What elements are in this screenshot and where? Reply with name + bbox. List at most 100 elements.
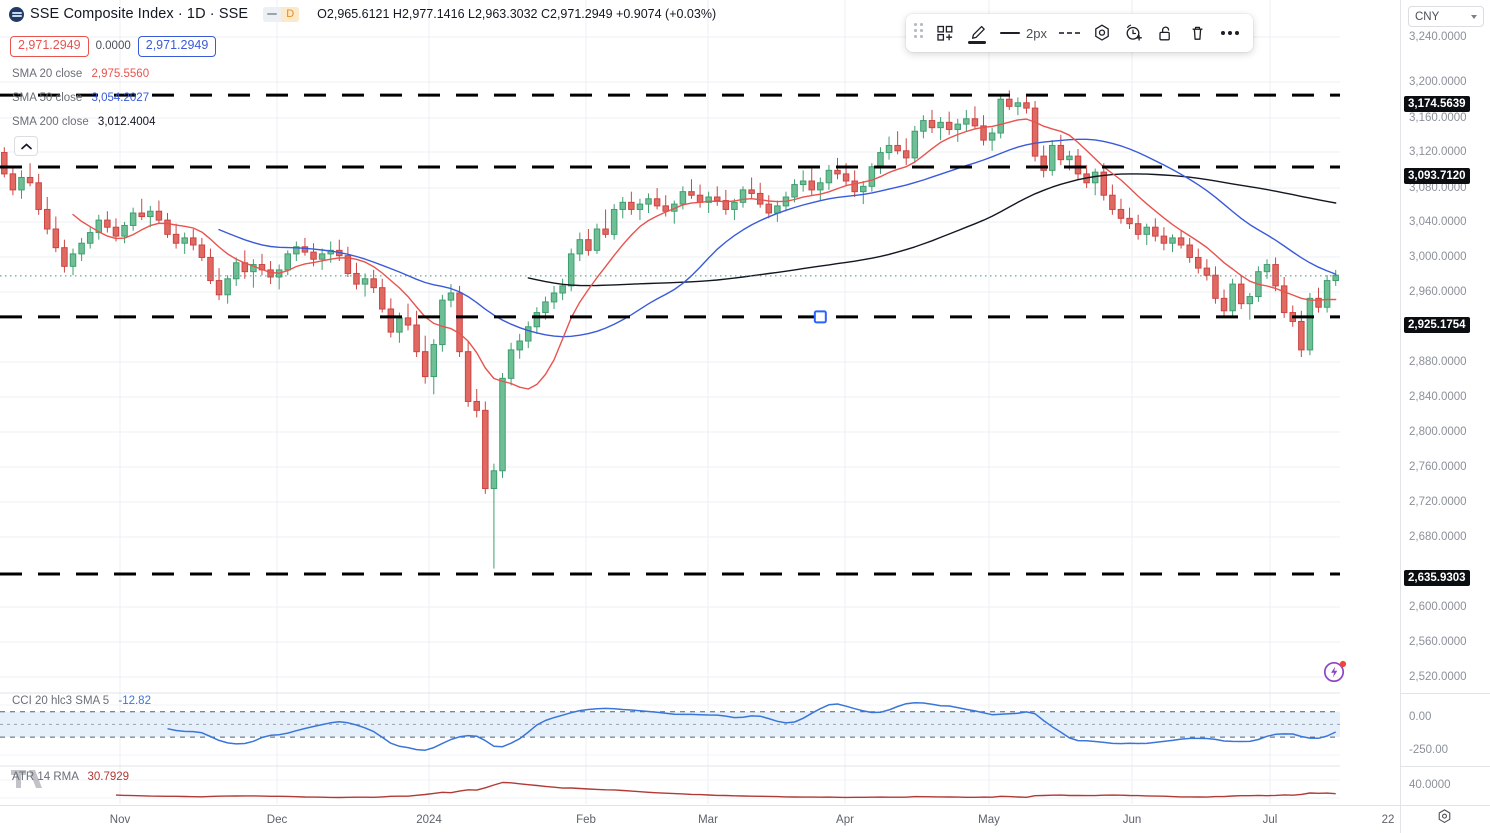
templates-button[interactable] [930, 18, 960, 48]
legend-sma-20[interactable]: SMA 20 close 2,975.5560 [12, 68, 149, 80]
drawing-anchor-handle[interactable] [813, 310, 827, 324]
axis-divider [1401, 805, 1490, 806]
legend-sma-20-label: SMA 20 close [12, 68, 83, 80]
time-tick: 22 [1381, 814, 1395, 826]
price-tick: 2,560.0000 [1409, 636, 1467, 648]
pen-color-button[interactable] [962, 18, 992, 48]
price-tick: -250.00 [1409, 744, 1449, 756]
axis-divider [1401, 693, 1490, 694]
price-level-label[interactable]: 2,635.9303 [1404, 570, 1470, 586]
legend-sma-200-label: SMA 200 close [12, 116, 89, 128]
lock-icon [1159, 26, 1171, 40]
price-tick: 2,520.0000 [1409, 671, 1467, 683]
legend-atr-value: 30.7929 [87, 771, 130, 783]
price-level-label[interactable]: 3,174.5639 [1404, 96, 1470, 112]
price-tick: 2,720.0000 [1409, 496, 1467, 508]
legend-sma-50[interactable]: SMA 50 close 3,054.2027 [12, 92, 149, 104]
atr-line [115, 781, 1336, 799]
templates-icon [936, 25, 952, 41]
settings-button[interactable] [1087, 18, 1117, 48]
currency-label: CNY [1415, 10, 1440, 23]
chevron-down-icon [1471, 14, 1477, 19]
price-level-label[interactable]: 3,093.7120 [1404, 168, 1470, 184]
currency-selector[interactable]: CNY [1408, 6, 1484, 27]
price-tick: 2,760.0000 [1409, 461, 1467, 473]
price-tick: 2,880.0000 [1409, 356, 1467, 368]
candlestick-series[interactable] [1, 90, 1339, 569]
pen-color-swatch [968, 40, 986, 44]
sma-200-line [527, 173, 1337, 287]
exchange-logo-icon [9, 6, 24, 22]
price-tick: 3,160.0000 [1409, 112, 1467, 124]
line-width-icon [1000, 31, 1020, 35]
legend-sma-200[interactable]: SMA 200 close 3,012.4004 [12, 116, 155, 128]
price-tick: 2,800.0000 [1409, 426, 1467, 438]
tradingview-logo-watermark [11, 770, 42, 788]
price-tick: 3,200.0000 [1409, 76, 1467, 88]
price-pill-middle: 0.0000 [95, 40, 131, 53]
trash-icon [1193, 26, 1203, 40]
price-tick: 0.00 [1409, 711, 1432, 723]
drag-handle-icon[interactable] [914, 23, 926, 43]
price-tick: 3,240.0000 [1409, 31, 1467, 43]
time-tick: Nov [109, 814, 131, 826]
alert-button[interactable] [1119, 18, 1149, 48]
time-tick: Mar [698, 814, 718, 826]
chart-header: SSE Composite Index · 1D · SSE D O2,965.… [0, 0, 1400, 28]
price-tick: 3,000.0000 [1409, 251, 1467, 263]
price-pill-row: 2,971.2949 0.0000 2,971.2949 [10, 36, 217, 57]
price-tick: 2,680.0000 [1409, 531, 1467, 543]
axis-divider [1401, 766, 1490, 767]
legend-cci-label: CCI 20 hlc3 SMA 5 [12, 695, 110, 707]
ohlc-values: O2,965.6121 H2,977.1416 L2,963.3032 C2,9… [317, 7, 717, 21]
legend-atr-label: ATR 14 RMA [12, 771, 79, 783]
boost-badge[interactable] [1322, 658, 1348, 684]
more-options-button[interactable] [1215, 18, 1245, 48]
price-pill-red[interactable]: 2,971.2949 [10, 36, 89, 57]
collapse-legend-badge[interactable] [263, 6, 282, 22]
legend-sma-200-value: 3,012.4004 [97, 116, 156, 128]
legend-sma-20-value: 2,975.5560 [91, 68, 150, 80]
time-tick: Jun [1122, 814, 1142, 826]
pen-icon [971, 25, 985, 39]
chevron-up-icon [20, 142, 32, 149]
cci-band [0, 711, 1340, 738]
chart-plot-area[interactable] [0, 0, 1400, 805]
price-pill-blue[interactable]: 2,971.2949 [137, 36, 217, 57]
symbol-title[interactable]: SSE Composite Index · 1D · SSE [30, 6, 249, 22]
price-tick: 2,840.0000 [1409, 391, 1467, 403]
delete-button[interactable] [1183, 18, 1213, 48]
price-tick: 40.0000 [1409, 779, 1451, 791]
collapse-legend-button[interactable] [14, 136, 38, 156]
grid [0, 0, 1340, 804]
time-tick: Jul [1262, 814, 1278, 826]
time-tick: 2024 [416, 814, 442, 826]
price-tick: 2,960.0000 [1409, 286, 1467, 298]
cci-line [167, 701, 1337, 751]
line-style-button[interactable] [1055, 18, 1085, 48]
line-width-label: 2px [1026, 25, 1047, 41]
sma-50-line [218, 138, 1337, 338]
time-tick: Apr [836, 814, 854, 826]
sma-20-line [72, 118, 1337, 390]
legend-cci[interactable]: CCI 20 hlc3 SMA 5 -12.82 [12, 695, 151, 707]
time-tick: May [978, 814, 1000, 826]
price-tick: 2,600.0000 [1409, 601, 1467, 613]
time-tick: Dec [266, 814, 288, 826]
interval-badge[interactable]: D [281, 6, 300, 22]
lock-button[interactable] [1151, 18, 1181, 48]
time-axis[interactable]: Nov Dec 2024 Feb Mar Apr May Jun Jul 22 [0, 805, 1400, 833]
line-width-button[interactable]: 2px [994, 26, 1053, 41]
axis-settings-button[interactable] [1434, 806, 1454, 826]
settings-icon [1438, 808, 1450, 823]
legend-cci-value: -12.82 [118, 695, 151, 707]
legend-sma-50-label: SMA 50 close [12, 92, 83, 104]
lightning-icon [1323, 660, 1347, 683]
legend-atr[interactable]: ATR 14 RMA 30.7929 [12, 771, 129, 783]
price-axis[interactable]: CNY 3,240.0000 3,200.0000 3,160.0000 3,120.… [1400, 0, 1490, 833]
drawing-toolbar[interactable]: 2px [906, 14, 1253, 52]
price-level-label[interactable]: 2,925.1754 [1404, 317, 1470, 333]
settings-icon [1095, 24, 1109, 41]
time-tick: Feb [576, 814, 596, 826]
legend-sma-50-value: 3,054.2027 [91, 92, 150, 104]
